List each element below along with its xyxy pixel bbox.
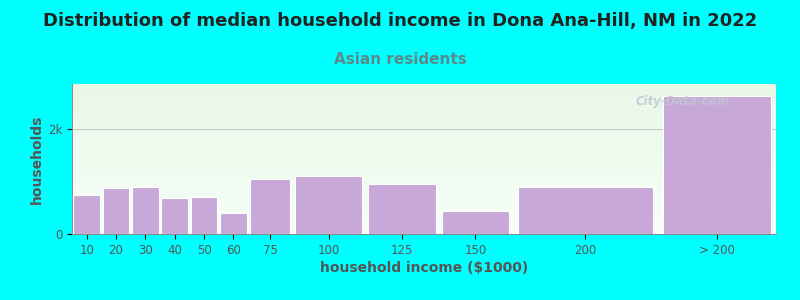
Text: City-Data.com: City-Data.com <box>635 95 729 109</box>
Bar <box>102 188 130 234</box>
Bar <box>518 187 653 234</box>
Bar <box>250 179 290 234</box>
Text: Distribution of median household income in Dona Ana-Hill, NM in 2022: Distribution of median household income … <box>43 12 757 30</box>
Bar <box>132 187 159 234</box>
Bar <box>368 184 436 234</box>
Bar <box>73 194 100 234</box>
Bar <box>220 214 247 234</box>
Bar <box>161 198 188 234</box>
Text: Asian residents: Asian residents <box>334 52 466 68</box>
Bar <box>663 96 771 234</box>
Bar <box>295 176 362 234</box>
Bar <box>442 212 509 234</box>
Bar <box>190 197 218 234</box>
X-axis label: household income ($1000): household income ($1000) <box>320 261 528 275</box>
Y-axis label: households: households <box>30 114 44 204</box>
